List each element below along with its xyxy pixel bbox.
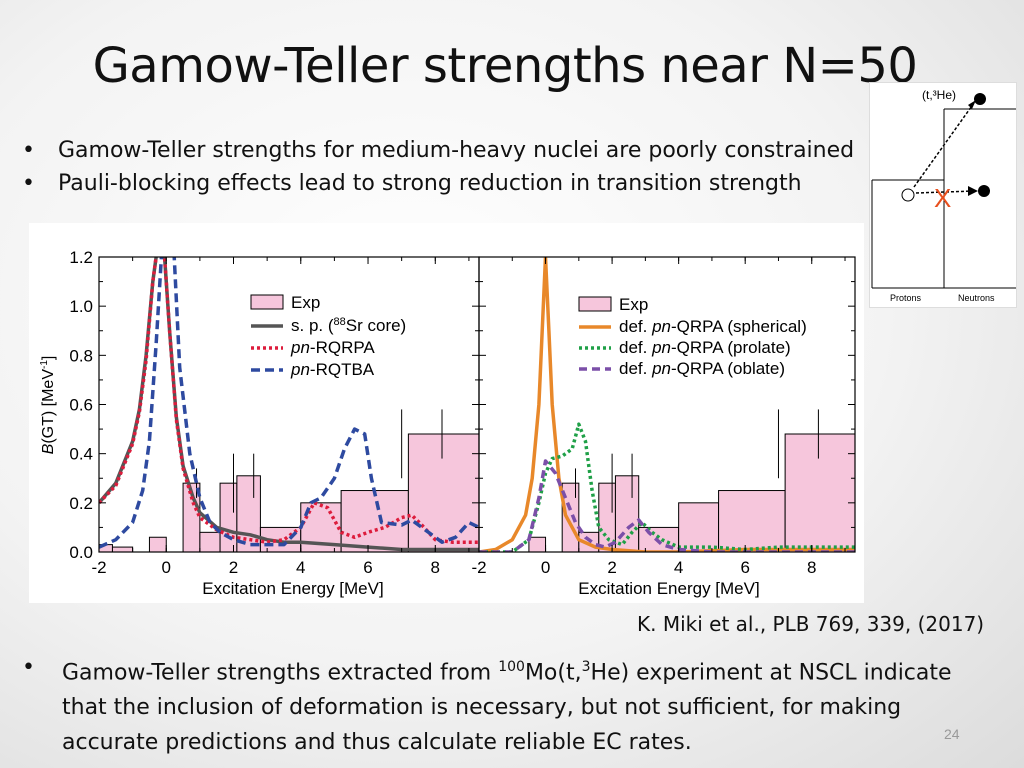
proton-hole-icon (901, 188, 915, 202)
exp-histogram-bar (528, 536, 547, 552)
pauli-blocking-diagram: (t,³He) X Protons Neutrons (869, 82, 1017, 308)
series-line-obl (479, 459, 855, 552)
x-tick-label: 8 (431, 558, 440, 577)
series-line-pro (479, 422, 855, 552)
exp-histogram-bar (111, 546, 134, 552)
series-line-sph (479, 257, 855, 552)
legend-label: def. pn-QRPA (spherical) (619, 317, 807, 336)
x-tick-label: -2 (471, 558, 486, 577)
legend-label: pn-RQTBA (290, 360, 375, 379)
citation: K. Miki et al., PLB 769, 339, (2017) (637, 612, 985, 636)
exp-histogram-bar (407, 433, 479, 552)
legend-label: Exp (291, 293, 320, 312)
x-tick-label: 0 (162, 558, 171, 577)
x-tick-label: 0 (541, 558, 550, 577)
slide-title: Gamow-Teller strengths near N=50 (92, 38, 918, 94)
x-tick-label: 8 (807, 558, 816, 577)
x-tick-label: 2 (229, 558, 238, 577)
blocked-mark: X (934, 183, 951, 213)
exp-histogram-bar (718, 490, 786, 552)
x-axis-label-left: Excitation Energy [MeV] (202, 579, 383, 598)
x-tick-label: 2 (607, 558, 616, 577)
plot-area (479, 257, 855, 552)
exp-histogram-bar (148, 536, 167, 552)
x-tick-label: 4 (296, 558, 305, 577)
x-tick-label: 4 (674, 558, 683, 577)
legend-label: Exp (619, 295, 648, 314)
series-line-rqrpa (99, 257, 479, 544)
page-number: 24 (944, 726, 960, 742)
legend-label: pn-RQRPA (290, 338, 375, 357)
bottom-bullet-list: Gamow-Teller strengths extracted from 10… (22, 650, 952, 760)
exp-histogram-bar (199, 531, 221, 552)
y-axis-label: B(GT) [MeV-1] (39, 356, 57, 455)
legend-label: s. p. (88Sr core) (291, 316, 406, 335)
exp-histogram-bar (784, 433, 855, 552)
legend-label: def. pn-QRPA (prolate) (619, 338, 791, 357)
protons-label: Protons (890, 293, 922, 303)
x-tick-label: 6 (740, 558, 749, 577)
legend-label: def. pn-QRPA (oblate) (619, 359, 785, 378)
gt-strength-plots: -2 0 2 4 6 8 0.0 0.2 0.4 0.6 0.8 1.0 1.2 -2 0 2 4 6 8 B(G… (29, 223, 864, 603)
y-tick-label: 0.4 (69, 445, 93, 464)
neutron-icon (978, 185, 990, 197)
neutrons-label: Neutrons (958, 293, 995, 303)
x-tick-label: 6 (363, 558, 372, 577)
reaction-label: (t,³He) (922, 88, 956, 102)
exp-histogram-bar (614, 475, 640, 552)
y-tick-label: 0.2 (69, 494, 93, 513)
exp-histogram-bar (219, 482, 238, 552)
neutron-icon (974, 93, 986, 105)
y-tick-label: 0.8 (69, 346, 93, 365)
x-tick-label: -2 (91, 558, 106, 577)
y-tick-label: 1.0 (69, 297, 93, 316)
series-line-sp (99, 257, 479, 552)
right-panel: -2 0 2 4 6 8 (471, 256, 856, 577)
exp-histogram-bar (678, 502, 720, 552)
legend-left: Exp s. p. (88Sr core) pn-RQRPA pn-RQTBA (250, 293, 406, 379)
legend-right: Exp def. pn-QRPA (spherical) def. pn-QRP… (578, 295, 807, 378)
top-bullet-list: Gamow-Teller strengths for medium-heavy … (22, 134, 854, 200)
bullet-item: Pauli-blocking effects lead to strong re… (22, 167, 854, 200)
y-tick-label: 0.0 (69, 543, 93, 562)
plot-area (99, 257, 479, 552)
bullet-item: Gamow-Teller strengths for medium-heavy … (22, 134, 854, 167)
series-line-rqtba (99, 257, 479, 549)
y-tick-label: 0.6 (69, 396, 93, 415)
y-tick-label: 1.2 (69, 248, 93, 267)
x-axis-label-right: Excitation Energy [MeV] (578, 579, 759, 598)
bullet-item: Gamow-Teller strengths extracted from 10… (22, 650, 952, 760)
left-panel: -2 0 2 4 6 8 0.0 0.2 0.4 0.6 0.8 1.0 1.2 (69, 248, 480, 577)
